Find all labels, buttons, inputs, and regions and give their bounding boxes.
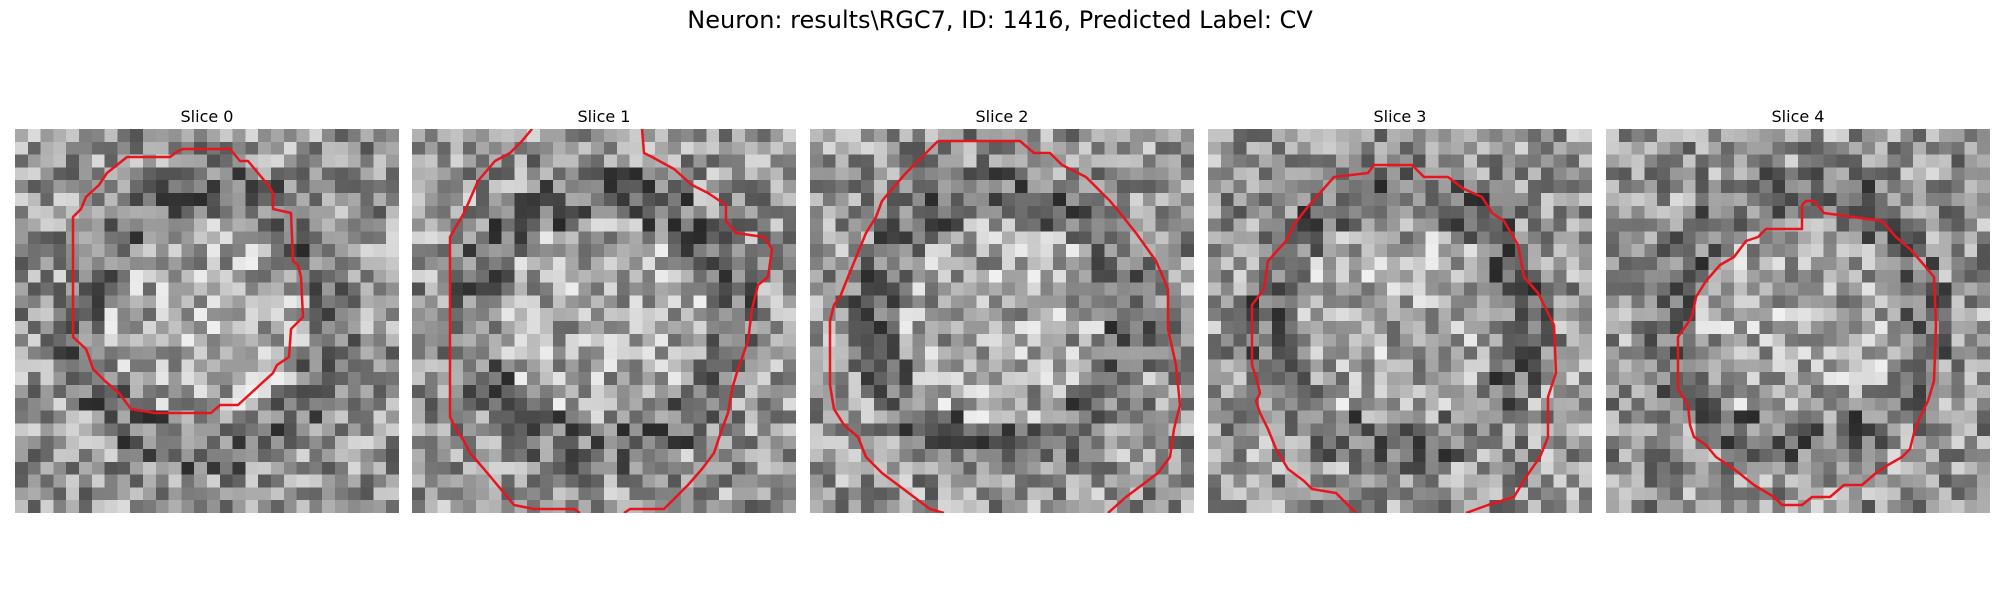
roi-contour bbox=[448, 129, 774, 513]
slice-image bbox=[15, 129, 399, 513]
slice-title: Slice 3 bbox=[1373, 107, 1427, 126]
roi-contour bbox=[71, 147, 305, 415]
roi-contour bbox=[1250, 163, 1558, 513]
slice-image bbox=[412, 129, 796, 513]
slice-panel-1: Slice 1 bbox=[412, 105, 796, 513]
roi-contour bbox=[828, 139, 1182, 513]
slice-panel-3: Slice 3 bbox=[1208, 105, 1592, 513]
slice-panel-4: Slice 4 bbox=[1606, 105, 1990, 513]
slice-panel-2: Slice 2 bbox=[810, 105, 1194, 513]
slice-panel-0: Slice 0 bbox=[15, 105, 399, 513]
slice-title: Slice 4 bbox=[1771, 107, 1825, 126]
slice-image bbox=[1606, 129, 1990, 513]
roi-contour bbox=[1676, 199, 1938, 507]
slice-image bbox=[1208, 129, 1592, 513]
figure-title: Neuron: results\RGC7, ID: 1416, Predicte… bbox=[687, 6, 1313, 34]
slice-image bbox=[810, 129, 1194, 513]
slice-title: Slice 1 bbox=[577, 107, 631, 126]
slice-title: Slice 0 bbox=[180, 107, 234, 126]
slice-title: Slice 2 bbox=[975, 107, 1029, 126]
